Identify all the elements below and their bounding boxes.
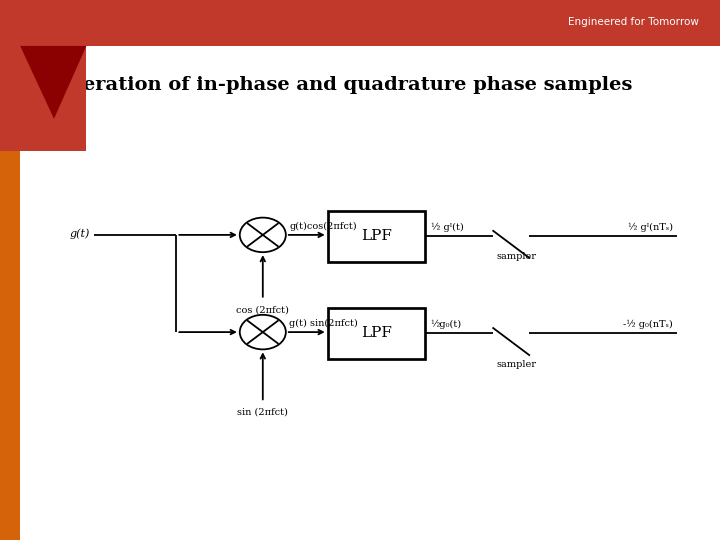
Text: sampler: sampler	[497, 361, 537, 369]
Text: Engineered for Tomorrow: Engineered for Tomorrow	[567, 17, 698, 26]
Text: Generation of in-phase and quadrature phase samples: Generation of in-phase and quadrature ph…	[40, 76, 632, 93]
Text: sampler: sampler	[497, 252, 537, 261]
Text: ½ gᴵ(nTₛ): ½ gᴵ(nTₛ)	[628, 222, 673, 232]
Text: -½ g₀(nTₛ): -½ g₀(nTₛ)	[624, 320, 673, 329]
Text: g(t): g(t)	[70, 228, 90, 239]
Text: g(t)cos(2πfct): g(t)cos(2πfct)	[289, 221, 357, 231]
Text: cos (2πfct): cos (2πfct)	[236, 305, 289, 314]
Polygon shape	[0, 0, 86, 151]
Bar	[328, 211, 425, 262]
Bar	[328, 308, 425, 359]
Text: ½ gᴵ(t): ½ gᴵ(t)	[431, 222, 463, 232]
Polygon shape	[0, 46, 20, 540]
Text: sin (2πfct): sin (2πfct)	[238, 408, 288, 417]
Text: LPF: LPF	[361, 230, 392, 243]
Text: ½g₀(t): ½g₀(t)	[431, 320, 462, 329]
Text: g(t) sin(2πfct): g(t) sin(2πfct)	[289, 319, 358, 328]
Text: LPF: LPF	[361, 327, 392, 340]
Polygon shape	[0, 0, 720, 46]
Polygon shape	[20, 46, 86, 119]
